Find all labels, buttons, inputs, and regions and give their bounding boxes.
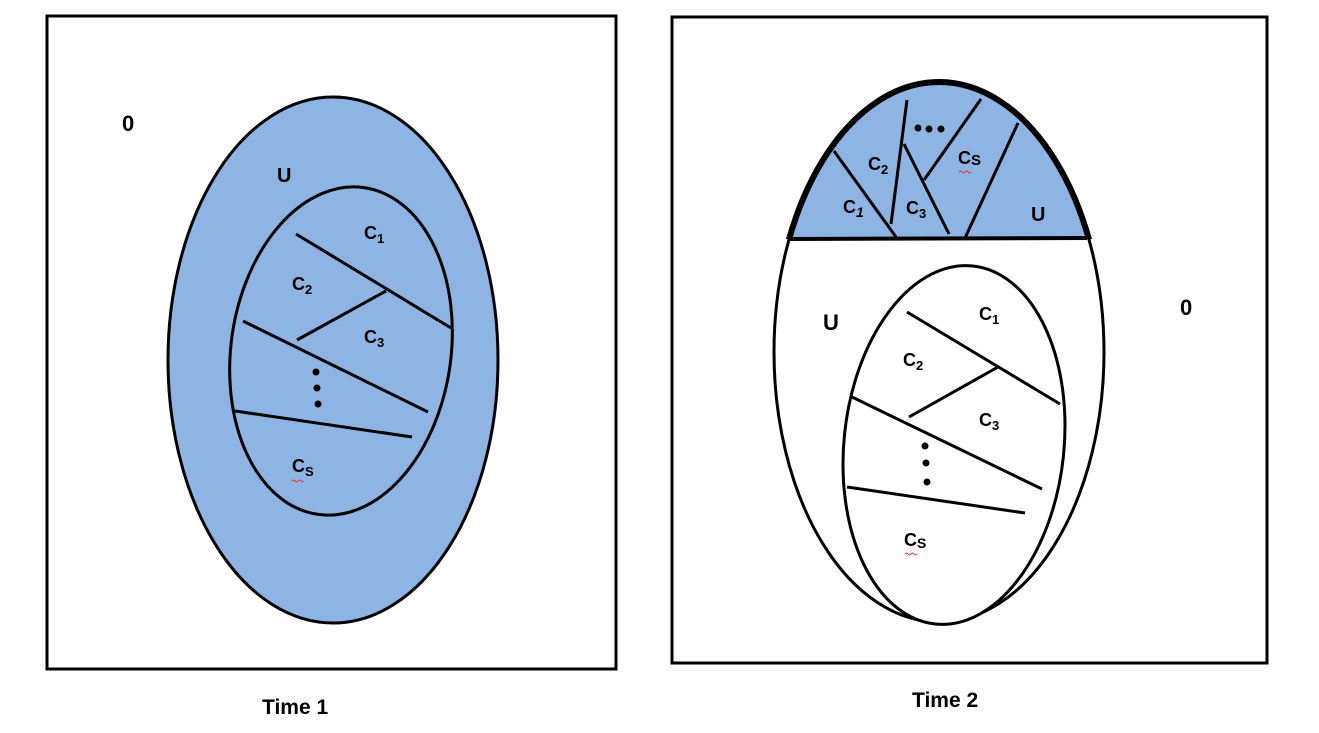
zero-label: 0 — [122, 111, 134, 136]
cap-partition-line — [922, 98, 983, 181]
cap-partition-line — [902, 143, 951, 235]
ellipsis-dot — [937, 125, 945, 133]
cluster-label-cs: CS — [904, 530, 926, 551]
cluster-ellipse — [228, 185, 454, 517]
cluster-label-base: C — [843, 197, 856, 217]
cluster-label-c2: C2 — [903, 350, 923, 373]
cluster-label-c1: C1 — [364, 223, 384, 246]
cluster-label-subscript: 1 — [856, 204, 864, 220]
cluster-label-subscript: 1 — [377, 231, 384, 246]
cluster-label-subscript: S — [305, 464, 314, 479]
universe-label-u: U — [277, 165, 291, 187]
ellipsis-dots — [921, 442, 931, 486]
ellipsis-dot — [314, 400, 322, 408]
cluster-label-c1: C1 — [979, 304, 999, 327]
cluster-label-base: C — [958, 148, 971, 168]
ellipsis-dot — [922, 459, 930, 467]
panel-time-1: 0 U C1 C2 C3 CS Time 1 — [45, 14, 618, 719]
cap-universe-label-u: U — [1031, 204, 1045, 226]
partition-line-c1-c2 — [295, 232, 452, 330]
partition-line-dots-cs — [234, 409, 413, 439]
ellipsis-dots — [312, 368, 322, 408]
cap-partition-line — [889, 99, 909, 225]
cluster-label-subscript: 2 — [881, 162, 888, 177]
spellcheck-squiggle — [291, 479, 305, 483]
spellcheck-squiggle — [904, 552, 918, 556]
caption-time-2: Time 2 — [912, 689, 978, 712]
cluster-label-base: C — [364, 223, 377, 243]
cluster-label-subscript: 3 — [377, 335, 384, 350]
partition-line-c2-c3 — [908, 365, 999, 419]
cluster-label-base: C — [904, 530, 917, 550]
cluster-label-subscript: 3 — [992, 418, 999, 433]
partition-line-c2-c3 — [296, 289, 387, 342]
ellipsis-dot — [313, 384, 321, 392]
cap-label-c1: C1 — [843, 197, 864, 220]
universe-label-u: U — [823, 310, 839, 335]
cluster-label-subscript: 3 — [919, 206, 926, 221]
cluster-label-base: C — [292, 456, 305, 476]
cluster-label-base: C — [292, 274, 305, 294]
ellipsis-dot — [312, 368, 320, 376]
panel-time-2: C1 C2 C3 CS U 0 U C1 C2 — [670, 15, 1269, 712]
partition-line-c1-c2 — [906, 310, 1061, 406]
partition-line-c3-dots — [242, 319, 429, 414]
caption-time-1: Time 1 — [262, 696, 328, 719]
cluster-label-subscript: 2 — [305, 282, 312, 297]
partition-line-dots-cs — [846, 485, 1026, 515]
cap-base-line — [788, 236, 1088, 241]
cluster-label-subscript: 2 — [916, 358, 923, 373]
cluster-label-base: C — [979, 304, 992, 324]
ellipsis-dot — [925, 125, 933, 133]
zero-label: 0 — [1180, 295, 1192, 320]
cap-partition-line — [963, 122, 1020, 239]
cluster-label-subscript: S — [917, 535, 926, 551]
cluster-label-base: C — [364, 327, 377, 347]
cluster-label-base: C — [979, 410, 992, 430]
cluster-label-subscript: 1 — [992, 312, 999, 327]
ellipsis-dot — [921, 442, 929, 450]
cap-label-c2: C2 — [868, 154, 888, 177]
cap-label-cs: CS — [958, 148, 981, 169]
partition-line-c3-dots — [851, 395, 1043, 491]
cluster-label-base: C — [868, 154, 881, 174]
ellipsis-dot — [914, 124, 922, 132]
cluster-label-base: C — [906, 198, 919, 218]
cluster-label-base: C — [903, 350, 916, 370]
cluster-label-cs: CS — [292, 456, 314, 479]
cap-outline — [786, 79, 1092, 239]
cap-label-c3: C3 — [906, 198, 926, 221]
ellipsis-dot — [923, 478, 931, 486]
cluster-label-c2: C2 — [292, 274, 312, 297]
cap-partition-line — [832, 150, 898, 238]
cluster-label-subscript: S — [971, 152, 981, 169]
cluster-label-c3: C3 — [979, 410, 999, 433]
cap-ellipsis-dots — [914, 124, 945, 133]
cluster-label-c3: C3 — [364, 327, 384, 350]
spellcheck-squiggle — [958, 170, 972, 174]
